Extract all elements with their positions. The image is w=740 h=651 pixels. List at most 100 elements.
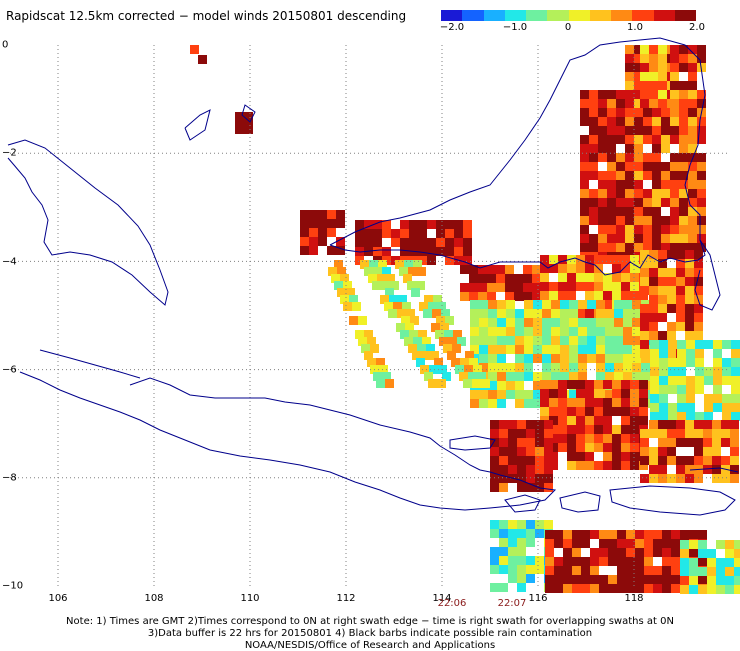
wind-cell <box>515 309 524 318</box>
wind-cell <box>612 389 621 398</box>
wind-cell <box>608 575 617 584</box>
wind-cell <box>634 81 643 90</box>
wind-cell <box>499 420 508 429</box>
graticule <box>10 45 730 586</box>
wind-cell <box>470 390 479 399</box>
wind-cell <box>730 420 739 429</box>
wind-cell <box>661 171 670 180</box>
y-label-m8: −8 <box>2 472 17 484</box>
wind-cell <box>599 530 608 539</box>
wind-cell <box>694 474 703 483</box>
wind-cell <box>542 354 551 363</box>
wind-cell <box>676 438 685 447</box>
colorbar-swatch-3 <box>504 10 526 21</box>
wind-cell <box>436 220 445 229</box>
wind-cell <box>676 313 685 322</box>
wind-cell <box>545 584 554 593</box>
wind-cell <box>603 255 612 264</box>
wind-cell <box>713 340 722 349</box>
wind-cell <box>596 327 605 336</box>
wind-cell <box>634 144 643 153</box>
wind-cell <box>478 292 487 301</box>
wind-cell <box>337 267 346 276</box>
wind-cell <box>688 225 697 234</box>
y-label-m6: −6 <box>2 364 17 376</box>
wind-cell <box>524 300 533 309</box>
wind-cell <box>607 135 616 144</box>
wind-cell <box>549 255 558 264</box>
wind-cell <box>616 162 625 171</box>
wind-cell <box>616 135 625 144</box>
wind-cell <box>698 567 707 576</box>
wind-cell <box>625 171 634 180</box>
wind-cell <box>671 566 680 575</box>
wind-cell <box>334 260 343 269</box>
wind-cell <box>623 309 632 318</box>
wind-cell <box>685 331 694 340</box>
wind-cell <box>551 372 560 381</box>
wind-cell <box>578 354 587 363</box>
wind-cell <box>614 345 623 354</box>
wind-cell <box>694 313 703 322</box>
wind-cell <box>373 238 382 247</box>
wind-cell <box>430 351 439 360</box>
wind-cell <box>697 99 706 108</box>
wind-cell <box>607 171 616 180</box>
wind-cell <box>554 530 563 539</box>
wind-cell <box>694 438 703 447</box>
wind-cell <box>686 385 695 394</box>
wind-cell <box>630 416 639 425</box>
wind-cell <box>508 565 517 574</box>
wind-cell <box>661 162 670 171</box>
wind-cell <box>653 575 662 584</box>
wind-cell <box>416 281 425 290</box>
wind-cell <box>455 365 464 374</box>
wind-cell <box>409 238 418 247</box>
wind-cell <box>544 438 553 447</box>
wind-cell <box>514 292 523 301</box>
wind-cell <box>578 327 587 336</box>
wind-cell <box>540 255 549 264</box>
wind-cell <box>545 575 554 584</box>
x-label-110: 110 <box>240 593 260 604</box>
wind-cell <box>632 309 641 318</box>
colorbar-label-neg1: −1.0 <box>502 22 528 33</box>
wind-cell <box>517 447 526 456</box>
wind-cell <box>679 153 688 162</box>
wind-cell <box>558 380 567 389</box>
wind-cell <box>703 447 712 456</box>
wind-cell <box>463 379 472 388</box>
wind-cell <box>644 575 653 584</box>
wind-cell <box>386 274 395 283</box>
wind-cell <box>364 220 373 229</box>
wind-cell <box>576 398 585 407</box>
wind-cell <box>734 549 740 558</box>
wind-cell <box>549 380 558 389</box>
wind-cell <box>686 403 695 412</box>
wind-cell <box>661 108 670 117</box>
wind-cell <box>734 585 740 594</box>
wind-cell <box>585 416 594 425</box>
coast-sumbawa <box>609 485 736 516</box>
wind-cell <box>318 219 327 228</box>
wind-cell <box>634 171 643 180</box>
wind-cell <box>688 216 697 225</box>
wind-cell <box>688 198 697 207</box>
wind-cell <box>614 363 623 372</box>
wind-cell <box>551 345 560 354</box>
wind-cell <box>679 63 688 72</box>
wind-cell <box>488 327 497 336</box>
wind-cell <box>667 447 676 456</box>
wind-cell <box>634 90 643 99</box>
wind-cell <box>704 394 713 403</box>
wind-cell <box>589 135 598 144</box>
wind-cell <box>496 274 505 283</box>
wind-cell <box>679 90 688 99</box>
wind-cell <box>644 539 653 548</box>
wind-cell <box>549 461 558 470</box>
wind-cell <box>515 399 524 408</box>
wind-cell <box>616 180 625 189</box>
wind-cell <box>558 255 567 264</box>
wind-cell <box>327 219 336 228</box>
wind-cell <box>704 376 713 385</box>
